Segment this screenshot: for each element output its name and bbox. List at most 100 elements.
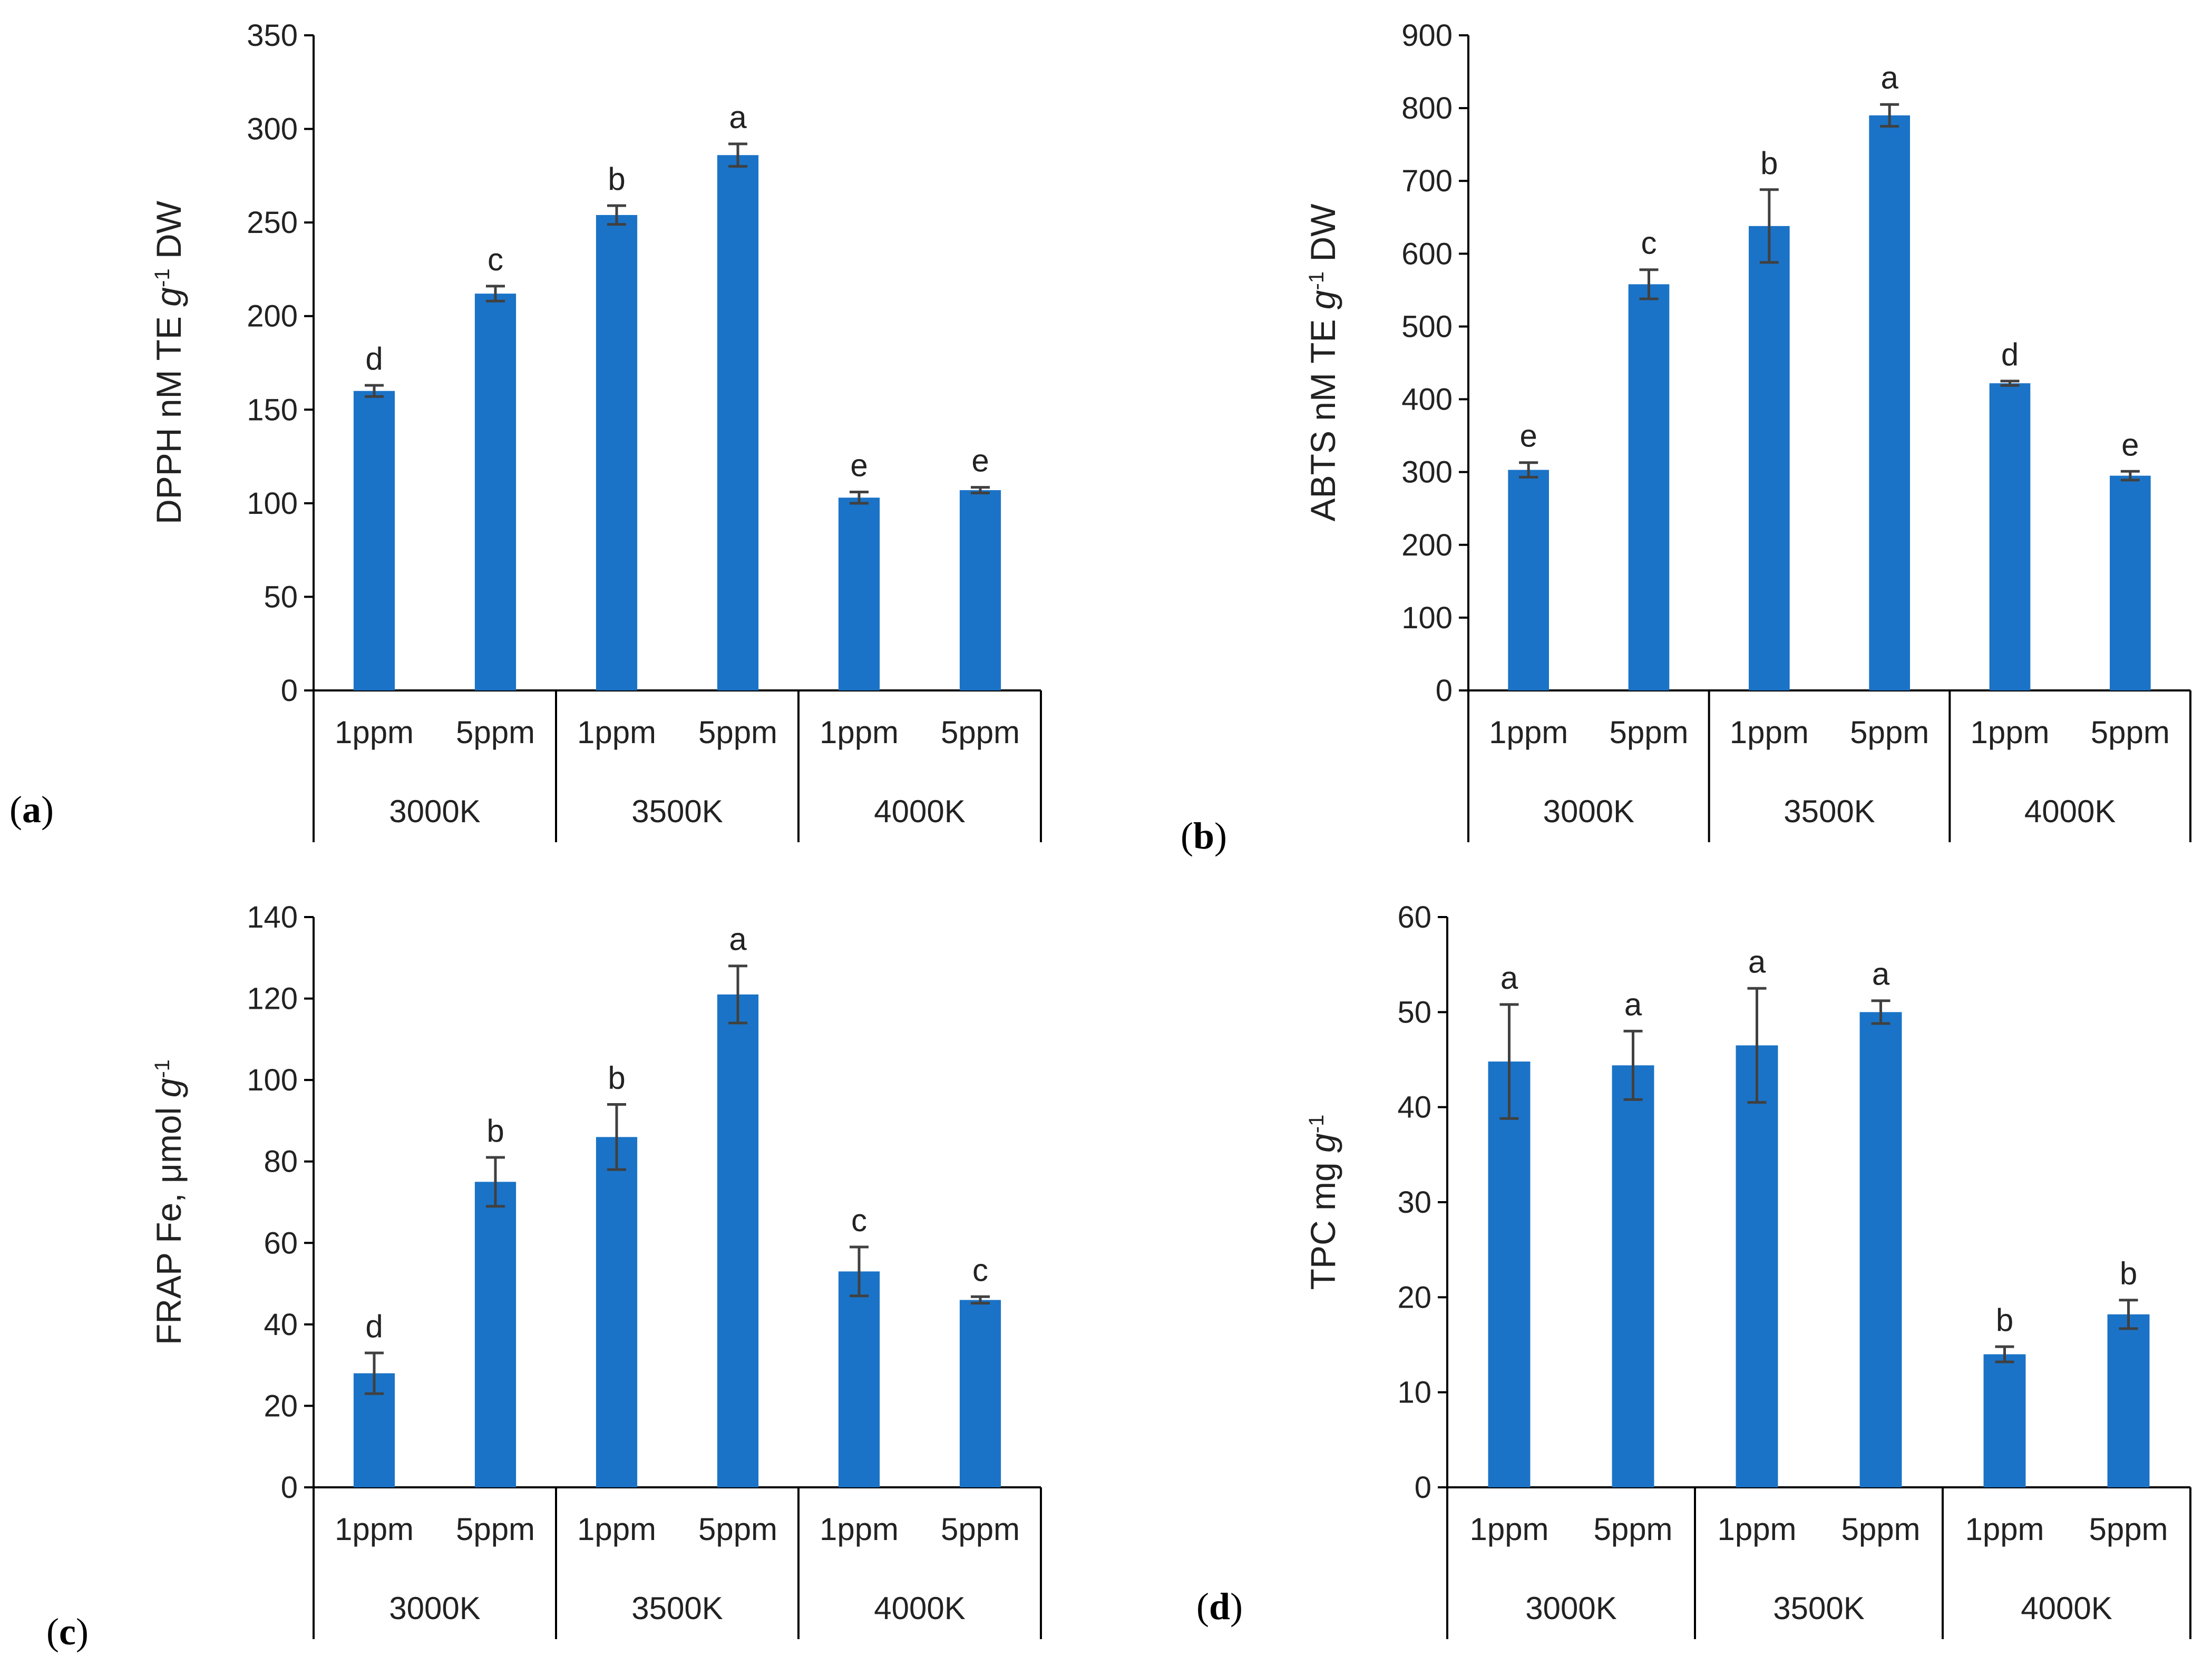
y-tick-label: 20 (264, 1389, 298, 1423)
bar (353, 391, 395, 690)
y-tick-label: 60 (264, 1226, 298, 1260)
chart-panel-3: 0 20 40 60 80 100 120 140 FRAP Fe, μmol g-1 d 1ppm… (46, 900, 1042, 1653)
x-group-label: 4000K (2021, 1591, 2112, 1626)
significance-letter: b (608, 161, 625, 197)
significance-letter: b (1760, 145, 1778, 181)
x-category-label: 1ppm (820, 1512, 899, 1547)
bar (596, 215, 638, 690)
significance-letter: d (365, 1309, 383, 1344)
bar (1736, 1045, 1778, 1487)
chart-panel-4: 0 10 20 30 40 50 60 TPC mg g-1 a 1ppm a 5ppm a 1ppm a 5… (1196, 900, 2191, 1639)
x-group-label: 4000K (874, 794, 966, 829)
significance-letter: e (2121, 427, 2139, 462)
bar (1859, 1012, 1902, 1487)
x-category-label: 1ppm (335, 715, 414, 750)
y-tick-label: 150 (247, 393, 298, 427)
significance-letter: e (971, 443, 989, 479)
significance-letter: b (608, 1060, 625, 1096)
bar (959, 1300, 1001, 1487)
bar (1508, 470, 1549, 690)
y-axis-title: FRAP Fe, μmol g-1 (149, 1059, 188, 1345)
y-tick-label: 20 (1397, 1280, 1431, 1314)
significance-letter: a (729, 922, 747, 957)
y-tick-label: 40 (264, 1308, 298, 1342)
panel-label: (c) (46, 1611, 89, 1653)
x-group-label: 3000K (389, 794, 481, 829)
y-tick-label: 50 (264, 580, 298, 614)
y-axis-title: DPPH nM TE g-1 DW (149, 200, 188, 524)
significance-letter: c (851, 1203, 867, 1238)
significance-letter: e (1519, 418, 1537, 454)
x-category-label: 5ppm (698, 715, 777, 750)
significance-letter: c (488, 242, 503, 277)
y-tick-label: 600 (1401, 237, 1453, 271)
x-category-label: 5ppm (456, 1512, 535, 1547)
bar (838, 498, 880, 690)
y-tick-label: 200 (1401, 528, 1453, 562)
x-category-label: 5ppm (1841, 1512, 1920, 1547)
bar (1612, 1065, 1654, 1487)
significance-letter: c (1641, 226, 1657, 261)
panel-label: (b) (1181, 815, 1227, 857)
significance-letter: a (1500, 960, 1518, 996)
y-axis-title: TPC mg g-1 (1303, 1115, 1342, 1290)
bar (717, 155, 759, 690)
x-group-label: 3500K (1784, 794, 1875, 829)
panel-label: (d) (1196, 1585, 1243, 1628)
x-category-label: 1ppm (577, 1512, 656, 1547)
x-category-label: 1ppm (1970, 715, 2049, 750)
bar (717, 994, 759, 1487)
x-category-label: 1ppm (1965, 1512, 2044, 1547)
x-group-label: 3000K (1525, 1591, 1617, 1626)
x-group-label: 4000K (874, 1591, 966, 1626)
significance-letter: c (972, 1252, 988, 1288)
y-tick-label: 350 (247, 18, 298, 53)
y-axis-title: ABTS nM TE g-1 DW (1303, 203, 1342, 522)
bar (1749, 226, 1790, 691)
bar (838, 1271, 880, 1487)
y-tick-label: 300 (1401, 455, 1453, 490)
chart-panel-1: 0 50 100 150 200 250 300 350 DPPH nM TE g-1 DW d 1… (9, 18, 1042, 842)
bar (1869, 115, 1910, 690)
y-tick-label: 700 (1401, 164, 1453, 198)
bar (1983, 1354, 2026, 1487)
significance-letter: b (486, 1113, 504, 1148)
bar (1488, 1061, 1531, 1487)
y-tick-label: 60 (1397, 900, 1431, 934)
significance-letter: a (1748, 944, 1766, 979)
bar (596, 1137, 638, 1487)
y-tick-label: 40 (1397, 1090, 1431, 1125)
panel-label: (a) (9, 788, 54, 831)
y-tick-label: 300 (247, 112, 298, 147)
x-category-label: 1ppm (335, 1512, 414, 1547)
significance-letter: b (2120, 1256, 2137, 1291)
y-tick-label: 120 (247, 982, 298, 1016)
y-tick-label: 0 (281, 674, 298, 708)
significance-letter: b (1996, 1302, 2013, 1338)
x-group-label: 3500K (1773, 1591, 1865, 1626)
x-category-label: 5ppm (698, 1512, 777, 1547)
x-category-label: 1ppm (1489, 715, 1568, 750)
significance-letter: a (1872, 957, 1890, 992)
x-category-label: 5ppm (2089, 1512, 2168, 1547)
y-tick-label: 0 (1436, 674, 1453, 708)
y-tick-label: 10 (1397, 1376, 1431, 1410)
y-tick-label: 100 (1401, 601, 1453, 635)
bar (1989, 383, 2031, 690)
x-group-label: 3000K (389, 1591, 481, 1626)
y-tick-label: 0 (281, 1470, 298, 1505)
significance-letter: e (850, 448, 868, 483)
significance-letter: d (365, 341, 383, 376)
x-category-label: 1ppm (577, 715, 656, 750)
x-category-label: 5ppm (1593, 1512, 1672, 1547)
x-category-label: 5ppm (1850, 715, 1929, 750)
bar (474, 294, 517, 690)
bar (2107, 1314, 2150, 1487)
y-tick-label: 80 (264, 1145, 298, 1179)
x-category-label: 1ppm (1469, 1512, 1548, 1547)
y-tick-label: 100 (247, 486, 298, 521)
x-category-label: 5ppm (941, 715, 1020, 750)
y-tick-label: 30 (1397, 1185, 1431, 1220)
x-category-label: 1ppm (820, 715, 899, 750)
significance-letter: a (1880, 60, 1898, 95)
